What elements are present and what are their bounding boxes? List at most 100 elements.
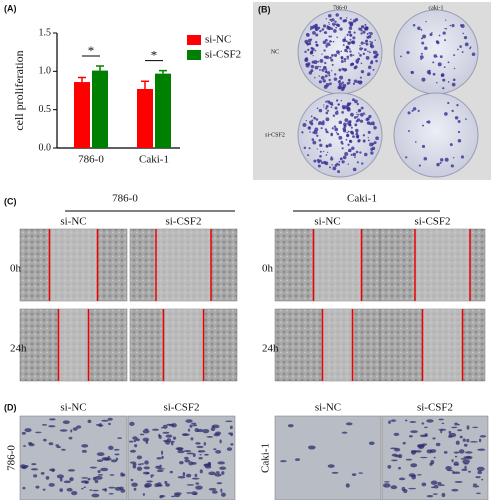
migrated-cell [345,422,353,426]
colony [361,25,364,28]
colony [350,18,352,21]
migrated-cell [59,429,68,432]
migrated-cell [192,453,196,457]
row-label: 0h [262,263,274,275]
migrated-cell [433,484,439,489]
migrated-cell [463,443,468,447]
colony [360,112,364,117]
migrated-cell [448,435,453,438]
colony [330,133,333,137]
colony [352,135,355,138]
migrated-cell [432,437,436,440]
colony [324,161,329,166]
migrated-cell [409,421,417,423]
group-title: 786-0 [112,193,138,205]
colony [354,123,358,127]
colony [350,153,353,156]
colony [359,54,362,57]
colony [423,156,428,161]
migrated-cell [135,438,140,442]
migrated-cell [411,450,416,455]
migrated-cell [165,434,173,438]
colony [349,123,352,127]
migrated-cell [208,487,217,491]
colony [331,54,334,57]
migrated-cell [156,457,162,460]
colony [314,49,317,52]
colony [367,130,371,134]
migrated-cell [162,424,168,429]
colony [422,34,427,39]
colony [325,100,327,103]
colony [346,134,350,138]
panel-label: (A) [4,3,17,13]
colony [321,68,325,72]
colony [337,103,340,106]
colony [313,130,318,135]
migrated-cell [101,419,109,422]
colony [366,117,370,121]
migrated-cell [166,438,172,442]
colony [447,101,450,105]
colony [339,17,343,20]
error-bar [78,76,86,83]
colony [308,126,310,129]
colony [336,132,340,136]
colony [331,63,334,66]
colony [326,109,330,112]
colony [336,110,339,112]
migrated-cell [183,450,192,453]
colony [426,70,431,75]
migrated-cell [475,476,481,479]
migrated-cell [469,440,478,443]
migrated-cell [188,461,194,466]
column-label: si-CSF2 [417,402,453,414]
colony [432,61,435,64]
migrated-cell [139,433,145,436]
colony [330,40,333,43]
colony [359,151,362,154]
colony [324,66,327,69]
colony [355,120,358,123]
migrated-cell [215,450,222,454]
migrated-cell [219,466,227,470]
bar [74,82,90,148]
colony [364,152,368,157]
wound-gap [49,229,98,301]
colony [351,63,355,66]
colony [346,45,350,50]
colony [325,70,328,73]
colony [442,78,446,82]
migrated-cell [158,434,162,439]
migrated-cell [461,468,468,472]
migrated-cell [433,456,436,459]
colony [315,43,319,47]
colony [342,44,345,47]
migrated-cell [51,468,55,473]
migrated-cell [405,458,413,461]
colony [421,77,426,82]
colony [319,29,322,33]
colony [360,62,363,65]
migrated-cell [136,455,143,460]
colony [440,73,444,78]
migrated-cell [410,463,418,468]
colony [444,39,447,42]
migrated-cell [221,471,225,475]
colony [346,131,348,134]
migrated-cell [457,429,463,432]
migrated-cell [177,475,186,479]
colony [326,100,328,102]
colony [319,66,322,68]
colony [312,30,316,35]
migrated-cell [107,417,113,421]
colony [318,65,320,68]
colony [354,156,356,159]
migrated-cell [398,466,402,470]
legend-swatch [187,50,201,60]
colony [340,56,344,59]
colony [359,47,363,51]
colony [445,19,447,21]
colony [314,65,319,70]
colony [362,139,366,143]
